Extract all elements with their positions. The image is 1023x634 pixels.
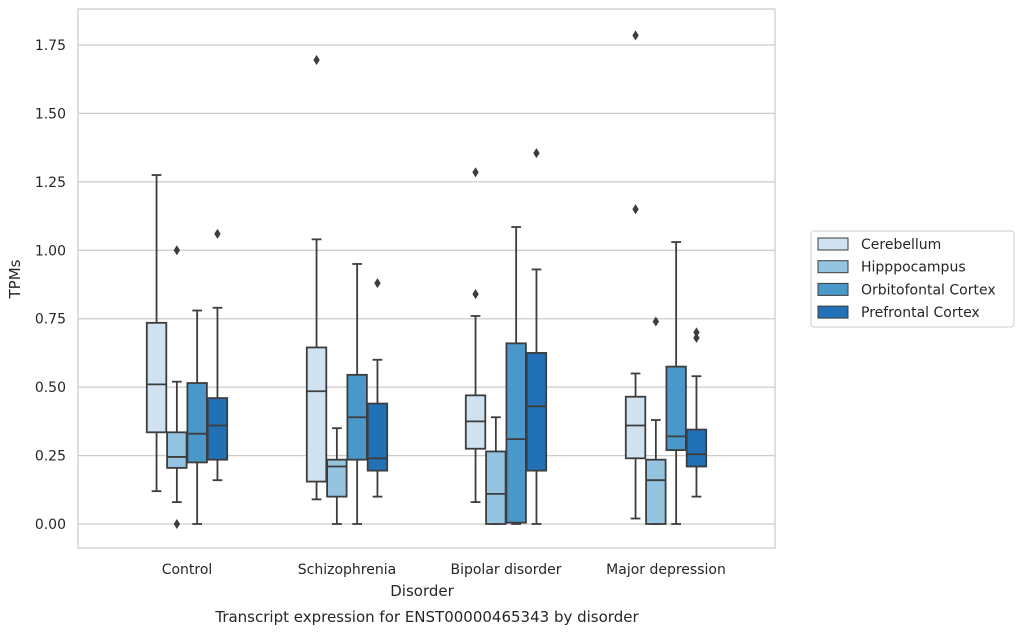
iqr-box: [145, 321, 168, 434]
outlier-point: [214, 228, 221, 239]
iqr-box: [685, 428, 708, 468]
legend-swatch: [817, 305, 849, 319]
iqr-box: [485, 450, 507, 525]
outlier-point: [374, 278, 381, 289]
box-orbitofontal-cortex: [665, 241, 687, 525]
x-axis-label: Disorder: [390, 582, 454, 600]
iqr-box: [186, 382, 208, 464]
y-tick-label: 0.75: [35, 312, 66, 328]
outlier-point: [652, 316, 660, 327]
y-axis-label: TPMs: [6, 259, 24, 299]
iqr-box: [624, 395, 647, 460]
legend-swatch: [817, 282, 849, 296]
iqr-box: [305, 346, 328, 483]
y-tick-label: 1.00: [35, 243, 66, 259]
legend-label: Prefrontal Cortex: [861, 305, 980, 321]
x-tick-label: Control: [162, 562, 213, 578]
outlier-point: [533, 148, 540, 159]
iqr-box: [326, 458, 348, 498]
outlier-point: [173, 245, 181, 256]
box-prefrontal-cortex: [206, 228, 229, 482]
box-hipppocampus: [645, 316, 667, 525]
legend-label: Hipppocampus: [861, 260, 966, 276]
iqr-box: [166, 431, 188, 469]
box-cerebellum: [145, 174, 168, 493]
y-tick-label: 0.25: [35, 449, 66, 465]
y-tick-label: 1.50: [35, 106, 66, 122]
box-orbitofontal-cortex: [346, 263, 368, 525]
plot-area-frame: [77, 8, 776, 549]
outlier-point: [173, 519, 181, 529]
iqr-box: [505, 342, 527, 524]
x-axis-ticks: Control Schizophrenia Bipolar disorder Majo…: [162, 562, 726, 578]
outlier-point: [472, 167, 479, 178]
y-tick-label: 1.25: [35, 175, 66, 191]
boxes: [145, 30, 708, 529]
legend-swatch: [817, 237, 849, 251]
legend-swatch: [817, 260, 849, 274]
iqr-box: [366, 402, 389, 472]
outlier-point: [693, 332, 700, 343]
outlier-point: [632, 204, 639, 215]
legend-label: Orbitofontal Cortex: [861, 282, 996, 298]
iqr-box: [645, 458, 667, 525]
y-axis-ticks: 0.00 0.25 0.50 0.75 1.00 1.25 1.50 1.75: [35, 38, 66, 533]
box-orbitofontal-cortex: [186, 309, 208, 525]
box-cerebellum: [624, 30, 647, 520]
outlier-point: [632, 30, 639, 41]
box-prefrontal-cortex: [685, 327, 708, 498]
y-tick-label: 0.00: [35, 517, 66, 533]
box-cerebellum: [305, 55, 328, 501]
x-tick-label: Schizophrenia: [298, 562, 396, 578]
box-prefrontal-cortex: [366, 278, 389, 498]
iqr-box: [665, 365, 687, 451]
y-tick-label: 0.50: [35, 380, 66, 396]
outlier-point: [693, 327, 700, 338]
legend-label: Cerebellum: [861, 237, 941, 253]
box-hipppocampus: [326, 427, 348, 525]
x-tick-label: Major depression: [606, 562, 726, 578]
box-hipppocampus: [166, 245, 188, 529]
iqr-box: [206, 397, 229, 461]
box-cerebellum: [464, 167, 487, 504]
outlier-point: [313, 55, 320, 66]
chart-caption: Transcript expression for ENST0000046534…: [214, 608, 639, 626]
y-tick-label: 1.75: [35, 38, 66, 54]
outlier-point: [472, 289, 479, 300]
legend-frame: [810, 230, 1015, 328]
iqr-box: [525, 352, 548, 472]
x-tick-label: Bipolar disorder: [450, 562, 561, 578]
box-prefrontal-cortex: [525, 148, 548, 525]
legend: Cerebellum Hipppocampus Orbitofontal Corte…: [810, 230, 1015, 328]
box-hipppocampus: [485, 416, 507, 525]
box-orbitofontal-cortex: [505, 226, 527, 525]
